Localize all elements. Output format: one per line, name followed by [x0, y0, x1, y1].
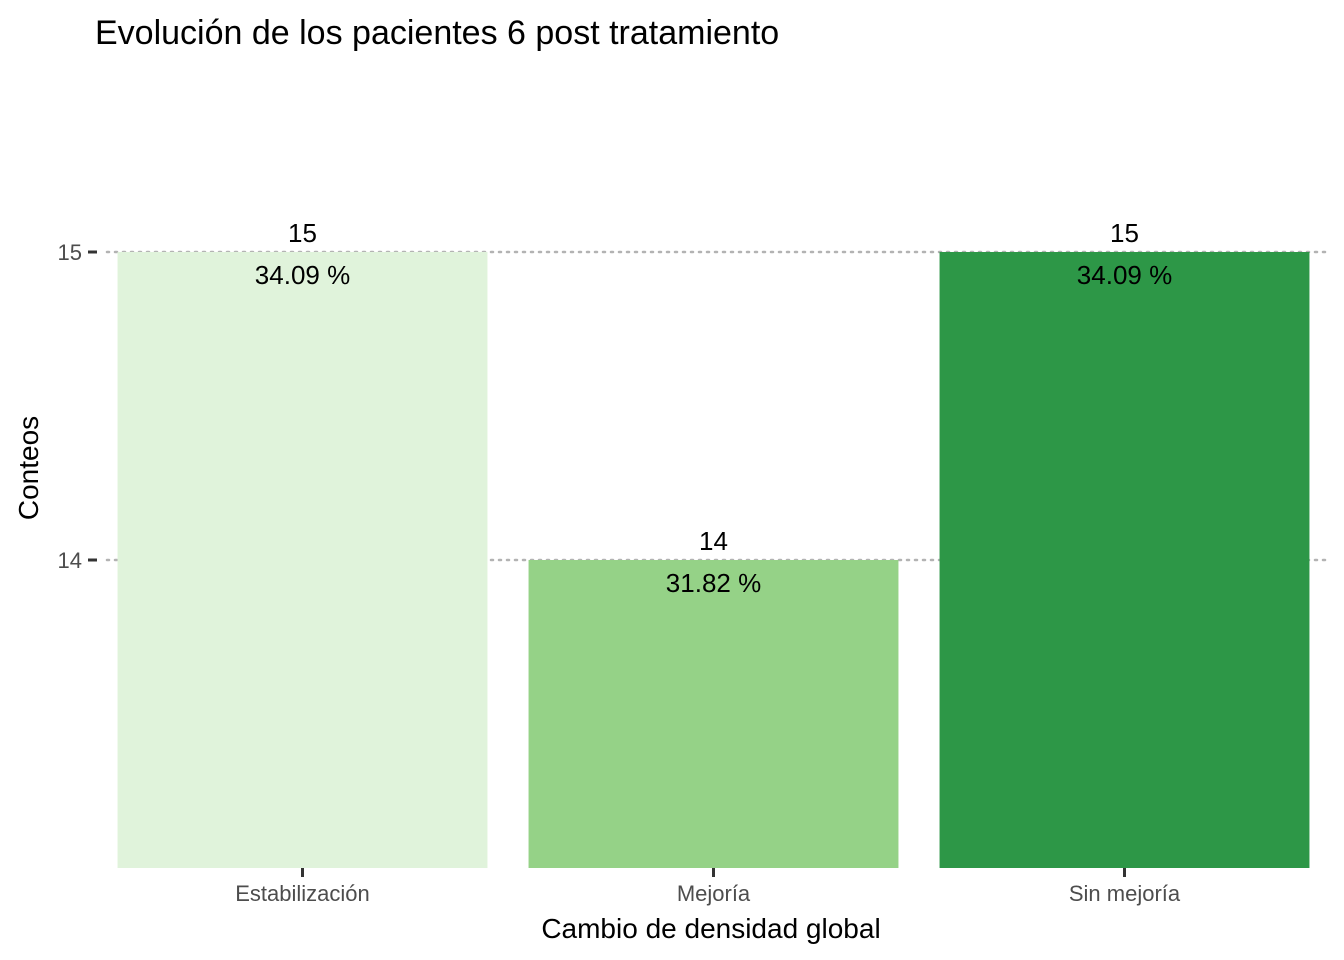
- x-axis: Estabilización Mejoría Sin mejoría: [235, 868, 1181, 906]
- percent-label: 31.82 %: [666, 568, 761, 598]
- value-label: 15: [1110, 218, 1139, 248]
- y-tick-label: 15: [58, 240, 82, 265]
- x-tick-label: Estabilización: [235, 881, 370, 906]
- x-axis-title: Cambio de densidad global: [541, 913, 880, 944]
- percent-label: 34.09 %: [1077, 260, 1172, 290]
- bar: [939, 252, 1310, 868]
- x-tick-label: Mejoría: [677, 881, 751, 906]
- y-axis-title: Conteos: [13, 416, 44, 520]
- value-label: 14: [699, 526, 728, 556]
- bars: [117, 252, 1310, 868]
- bar: [528, 560, 899, 868]
- y-axis: 14 15: [58, 240, 97, 573]
- data-labels: 15 34.09 % 14 31.82 % 15 34.09 %: [255, 218, 1172, 598]
- chart-title: Evolución de los pacientes 6 post tratam…: [95, 14, 779, 52]
- x-tick-label: Sin mejoría: [1069, 881, 1181, 906]
- value-label: 15: [288, 218, 317, 248]
- percent-label: 34.09 %: [255, 260, 350, 290]
- bar: [117, 252, 488, 868]
- y-tick-label: 14: [58, 548, 82, 573]
